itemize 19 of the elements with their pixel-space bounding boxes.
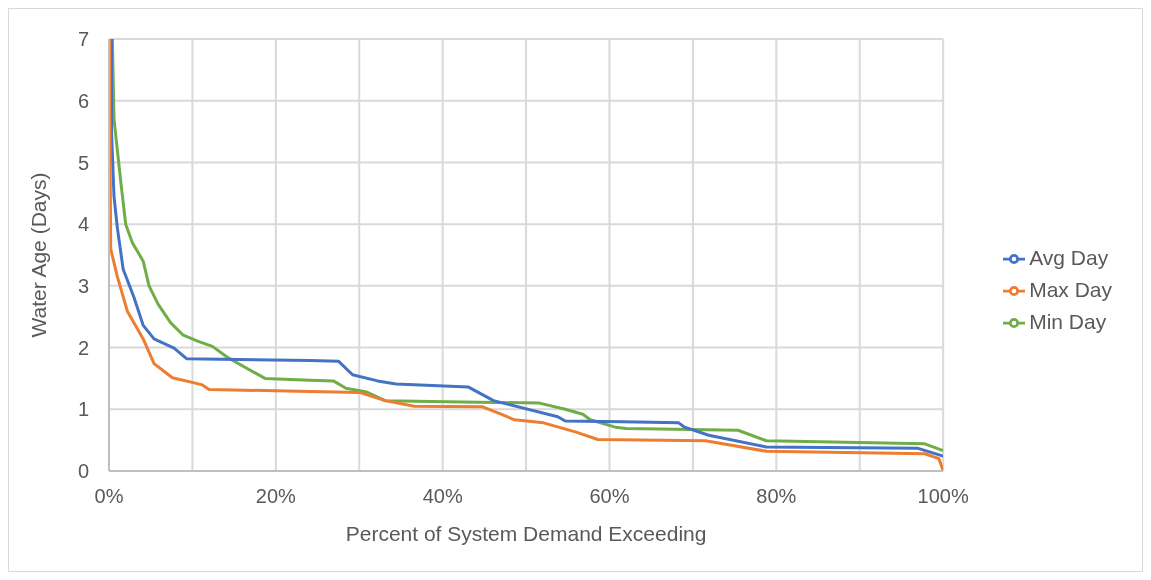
x-tick-label: 0% [94,485,124,508]
y-tick-label: 2 [77,336,89,359]
y-tick-label: 7 [77,28,89,51]
y-tick-label: 0 [77,460,89,483]
y-axis-title: Water Age (Days) [27,172,51,338]
y-tick-label: 1 [77,398,89,421]
x-tick-label: 60% [589,485,630,508]
x-axis-title: Percent of System Demand Exceeding [345,522,707,545]
legend-label: Avg Day [1029,246,1109,269]
legend-label: Min Day [1029,310,1107,333]
legend-label: Max Day [1029,278,1112,301]
x-tick-label: 80% [756,485,797,508]
y-tick-label: 4 [77,213,89,236]
x-tick-label: 40% [422,485,463,508]
y-tick-label: 6 [77,89,89,112]
y-tick-label: 5 [77,151,89,174]
y-tick-label: 3 [77,274,89,297]
x-tick-label: 100% [917,485,969,508]
x-tick-label: 20% [255,485,297,508]
